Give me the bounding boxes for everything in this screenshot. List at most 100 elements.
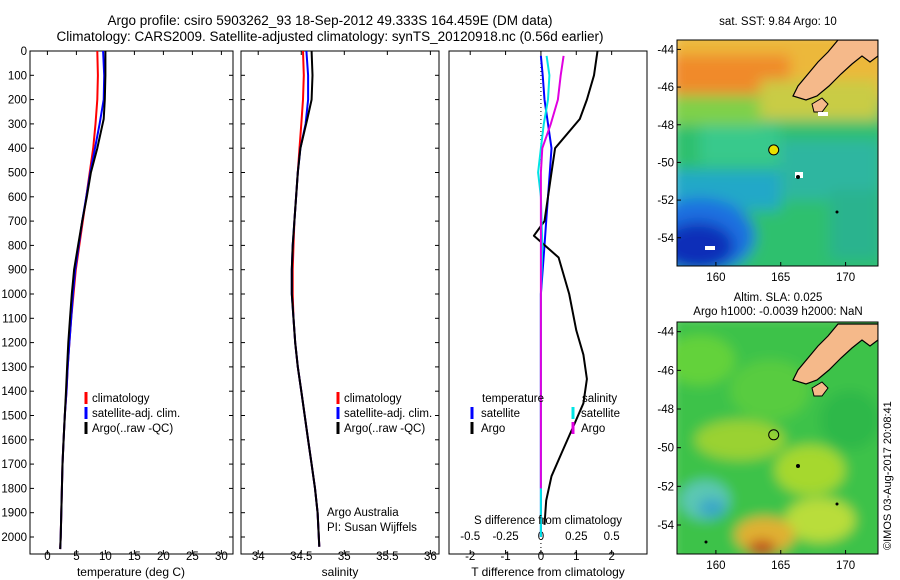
y-tick-label: 1300 — [1, 362, 27, 374]
x-tick-label: 36 — [424, 551, 437, 563]
legend-label-temperature-satellite: satellite — [481, 408, 520, 420]
y-tick-label: 700 — [8, 216, 27, 228]
t-difference-axis-label: T difference from climatology — [471, 565, 625, 579]
x-tick-label: 0 — [44, 551, 50, 563]
legend-label-climatology: climatology — [92, 393, 150, 405]
lat-tick-label: -52 — [657, 481, 674, 493]
series-line-temperature-argo — [532, 50, 599, 525]
y-tick-label: 1000 — [1, 289, 27, 301]
x-tick-label: 34.5 — [290, 551, 312, 563]
sst-map-ticks: 160 165 170 -44 -46 -48 -50 -52 -54 — [657, 44, 855, 284]
s-tick-label: -0.5 — [460, 531, 480, 543]
legend-label-temperature-argo: Argo — [481, 423, 505, 435]
y-tick-label: 800 — [8, 240, 27, 252]
salinity-axis-label: salinity — [322, 565, 359, 579]
y-tick-label: 1900 — [1, 508, 27, 520]
sst-map-title: sat. SST: 9.84 Argo: 10 — [719, 16, 837, 28]
y-tick-label: 900 — [8, 265, 27, 277]
x-tick-label: 10 — [99, 551, 112, 563]
lat-tick-label: -46 — [657, 82, 674, 94]
s-difference-axis-label: S difference from climatology — [474, 515, 622, 527]
x-tick-label: 2 — [608, 551, 614, 563]
credit-line2: PI: Susan Wijffels — [327, 522, 417, 534]
land-stewart-island — [811, 381, 829, 397]
salinity-legend: climatology satellite-adj. clim. Argo(..… — [336, 392, 432, 435]
sla-heatmap — [677, 322, 878, 554]
legend-label-argo: Argo(..raw -QC) — [92, 423, 173, 435]
lat-tick-label: -52 — [657, 195, 674, 207]
x-tick-label: 30 — [215, 551, 228, 563]
x-tick-label: 20 — [157, 551, 170, 563]
sst-map-panel: sat. SST: 9.84 Argo: 10 — [657, 16, 879, 284]
difference-series — [532, 50, 599, 537]
argo-position-marker — [768, 429, 780, 441]
depth-axis-ticks: 0 100 200 300 400 500 600 700 800 900 1000 1100 1200… — [1, 46, 233, 544]
imos-watermark: ©IMOS 03-Aug-2017 20:08:41 — [882, 401, 894, 550]
y-tick-label: 600 — [8, 192, 27, 204]
x-tick-label: 25 — [186, 551, 199, 563]
x-tick-label: -2 — [465, 551, 475, 563]
lat-tick-label: -54 — [657, 520, 674, 532]
temperature-legend: climatology satellite-adj. clim. Argo(..… — [84, 392, 180, 435]
salinity-panel: 34 34.5 35 35.5 36 salinity climatology sate… — [240, 50, 440, 579]
legend-label-satellite: satellite-adj. clim. — [344, 408, 432, 420]
y-tick-label: 1100 — [2, 313, 27, 325]
temperature-series — [59, 50, 107, 550]
lat-tick-label: -54 — [657, 233, 674, 245]
y-tick-label: 2000 — [1, 532, 27, 544]
lon-tick-label: 165 — [771, 560, 790, 572]
legend-label-climatology: climatology — [344, 393, 402, 405]
sla-map-ticks: 160 165 170 -44 -46 -48 -50 -52 -54 — [657, 327, 855, 572]
legend-label-satellite: satellite-adj. clim. — [92, 408, 180, 420]
t-difference-axis-ticks: -2 -1 0 1 2 — [465, 51, 615, 563]
y-tick-label: 1800 — [1, 483, 27, 495]
lat-tick-label: -44 — [657, 44, 674, 56]
land-south-island — [792, 323, 878, 385]
difference-panel: -2 -1 0 1 2 -0.5 -0.25 0 0.25 0.5 S difference f… — [448, 50, 648, 579]
lat-tick-label: -50 — [657, 443, 674, 455]
salinity-axis-ticks: 34 34.5 35 35.5 36 — [252, 51, 437, 563]
s-tick-label: 0.5 — [604, 531, 620, 543]
y-tick-label: 0 — [21, 46, 27, 58]
y-tick-label: 1500 — [1, 410, 27, 422]
land-south-island — [792, 40, 878, 101]
y-tick-label: 1200 — [1, 338, 27, 350]
y-tick-label: 400 — [8, 143, 27, 155]
credit-line1: Argo Australia — [327, 507, 399, 519]
sla-map-title-line2: Argo h1000: -0.0039 h2000: NaN — [693, 306, 862, 318]
sla-map-title-line1: Altim. SLA: 0.025 — [734, 292, 823, 304]
x-tick-label: 35.5 — [376, 551, 398, 563]
lat-tick-label: -48 — [657, 120, 674, 132]
temperature-panel: 0100200300400500600700800900100011001200… — [1, 46, 234, 579]
y-tick-label: 500 — [8, 167, 27, 179]
y-tick-label: 200 — [8, 95, 27, 107]
legend-title-salinity: salinity — [582, 393, 617, 405]
x-tick-label: 1 — [573, 551, 579, 563]
lat-tick-label: -44 — [657, 327, 674, 339]
temperature-axis-ticks: 0 5 10 15 20 25 30 — [44, 51, 228, 563]
land-stewart-island — [811, 97, 829, 113]
argo-position-marker — [768, 144, 780, 156]
x-tick-label: 34 — [252, 551, 265, 563]
x-tick-label: -1 — [500, 551, 510, 563]
x-tick-label: 0 — [538, 551, 544, 563]
lon-tick-label: 160 — [706, 272, 725, 284]
s-tick-label: -0.25 — [492, 531, 518, 543]
lon-tick-label: 170 — [836, 560, 855, 572]
lon-tick-label: 160 — [706, 560, 725, 572]
y-tick-label: 1400 — [1, 386, 27, 398]
series-line-argo-raw-qc- — [59, 51, 107, 550]
y-tick-label: 100 — [8, 70, 27, 82]
figure-title-line2: Climatology: CARS2009. Satellite-adjuste… — [56, 29, 604, 44]
sst-heatmap — [677, 40, 878, 266]
y-tick-label: 300 — [8, 119, 27, 131]
lat-tick-label: -46 — [657, 365, 674, 377]
lon-tick-label: 170 — [836, 272, 855, 284]
series-line-salinity-argo — [539, 55, 565, 489]
y-tick-label: 1600 — [1, 435, 27, 447]
y-tick-label: 1700 — [1, 459, 27, 471]
s-difference-axis-ticks: -0.5 -0.25 0 0.25 0.5 — [460, 531, 619, 543]
s-tick-label: 0.25 — [565, 531, 587, 543]
x-tick-label: 5 — [73, 551, 79, 563]
